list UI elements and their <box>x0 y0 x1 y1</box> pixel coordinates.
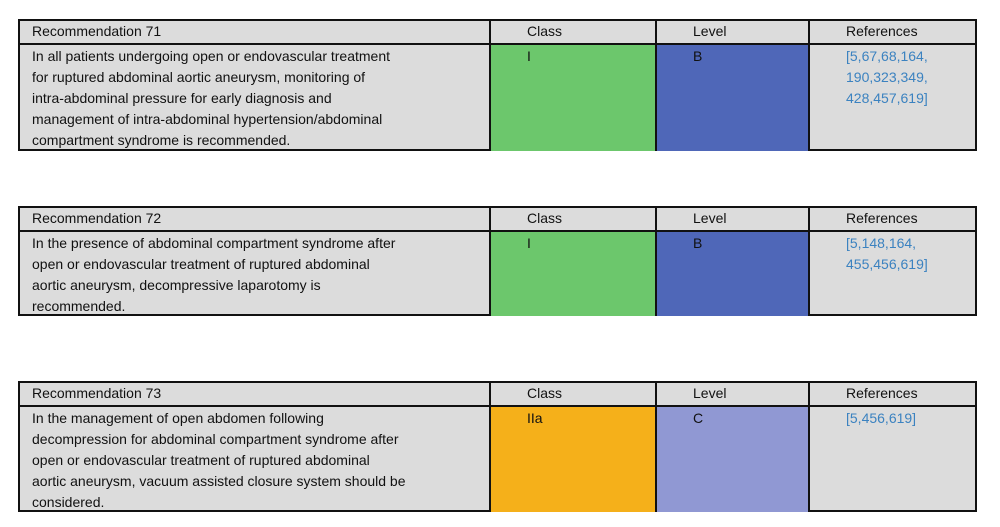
level-value: C <box>657 407 810 512</box>
level-header: Level <box>657 208 810 230</box>
recommendation-title: Recommendation 71 <box>20 21 491 43</box>
level-header: Level <box>657 21 810 43</box>
table-row: In the management of open abdomen follow… <box>20 407 975 512</box>
class-value: IIa <box>491 407 657 512</box>
references-header: References <box>846 385 918 401</box>
references-header: References <box>846 210 918 226</box>
references-value[interactable]: [5,148,164, 455,456,619] <box>846 235 928 272</box>
table-header: Recommendation 73 Class Level References <box>20 383 975 407</box>
class-header: Class <box>491 21 657 43</box>
class-header: Class <box>491 208 657 230</box>
recommendation-text: In all patients undergoing open or endov… <box>20 45 491 151</box>
references-value[interactable]: [5,456,619] <box>846 410 917 426</box>
recommendation-73-table: Recommendation 73 Class Level References… <box>18 381 977 512</box>
recommendation-title: Recommendation 72 <box>20 208 491 230</box>
recommendation-71-table: Recommendation 71 Class Level References… <box>18 19 977 151</box>
recommendation-72-table: Recommendation 72 Class Level References… <box>18 206 977 316</box>
level-header: Level <box>657 383 810 405</box>
level-value: B <box>657 45 810 151</box>
class-value: I <box>491 232 657 316</box>
table-header: Recommendation 72 Class Level References <box>20 208 975 232</box>
level-value: B <box>657 232 810 316</box>
class-value: I <box>491 45 657 151</box>
table-row: In the presence of abdominal compartment… <box>20 232 975 316</box>
recommendation-text: In the management of open abdomen follow… <box>20 407 491 512</box>
references-value[interactable]: [5,67,68,164, 190,323,349, 428,457,619] <box>846 48 928 106</box>
class-header: Class <box>491 383 657 405</box>
table-row: In all patients undergoing open or endov… <box>20 45 975 151</box>
references-header: References <box>846 23 918 39</box>
recommendation-title: Recommendation 73 <box>20 383 491 405</box>
table-header: Recommendation 71 Class Level References <box>20 21 975 45</box>
recommendation-text: In the presence of abdominal compartment… <box>20 232 491 316</box>
